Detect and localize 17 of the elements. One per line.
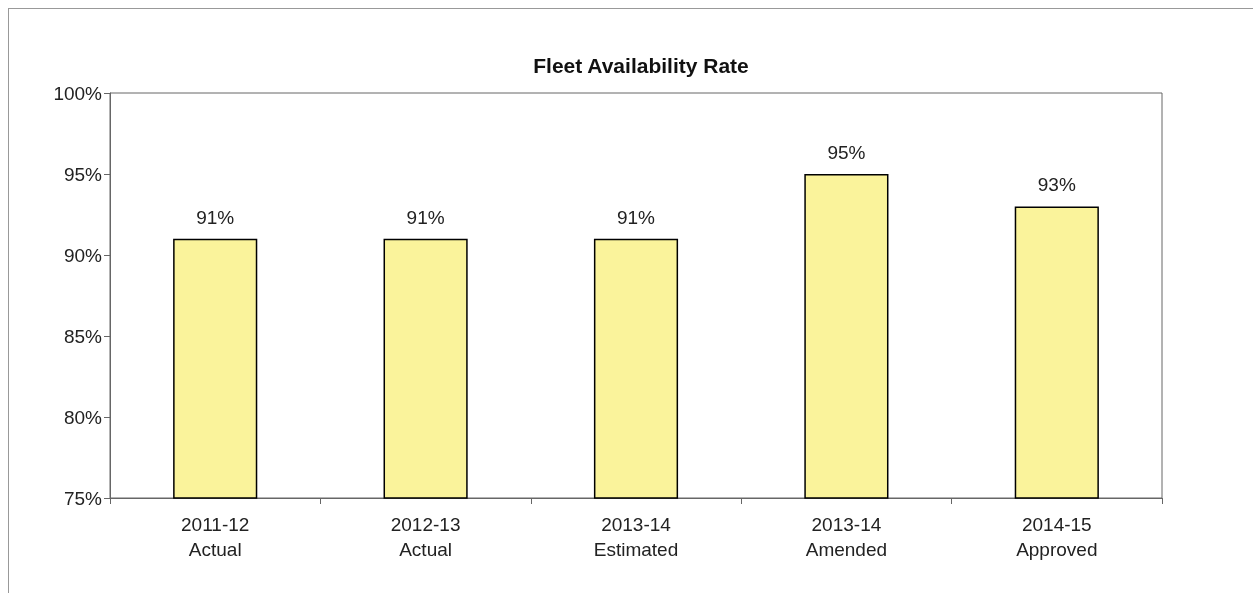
data-label: 91% xyxy=(196,206,235,228)
x-tick-label: 2013-14 Estimated xyxy=(593,514,679,560)
data-label: 91% xyxy=(406,206,445,228)
y-tick-label: 75% xyxy=(63,487,103,509)
y-tick-label: 80% xyxy=(63,406,103,428)
y-tick-label: 95% xyxy=(63,163,103,185)
data-label: 93% xyxy=(1037,174,1076,196)
y-tick-label: 85% xyxy=(63,325,103,347)
y-tick-label: 100% xyxy=(53,82,103,104)
chart-title: Fleet Availability Rate xyxy=(533,54,749,77)
data-label: 95% xyxy=(827,142,866,163)
x-tick-label: 2012-13 Actual xyxy=(390,514,461,560)
data-label: 91% xyxy=(616,206,656,228)
y-tick-label: 90% xyxy=(63,244,103,266)
x-tick-label: 2011-12 Actual xyxy=(181,514,250,560)
x-tick-label: 2013-14 Amended xyxy=(805,514,888,560)
x-tick-label: 2014-15 Approved xyxy=(1016,514,1098,560)
